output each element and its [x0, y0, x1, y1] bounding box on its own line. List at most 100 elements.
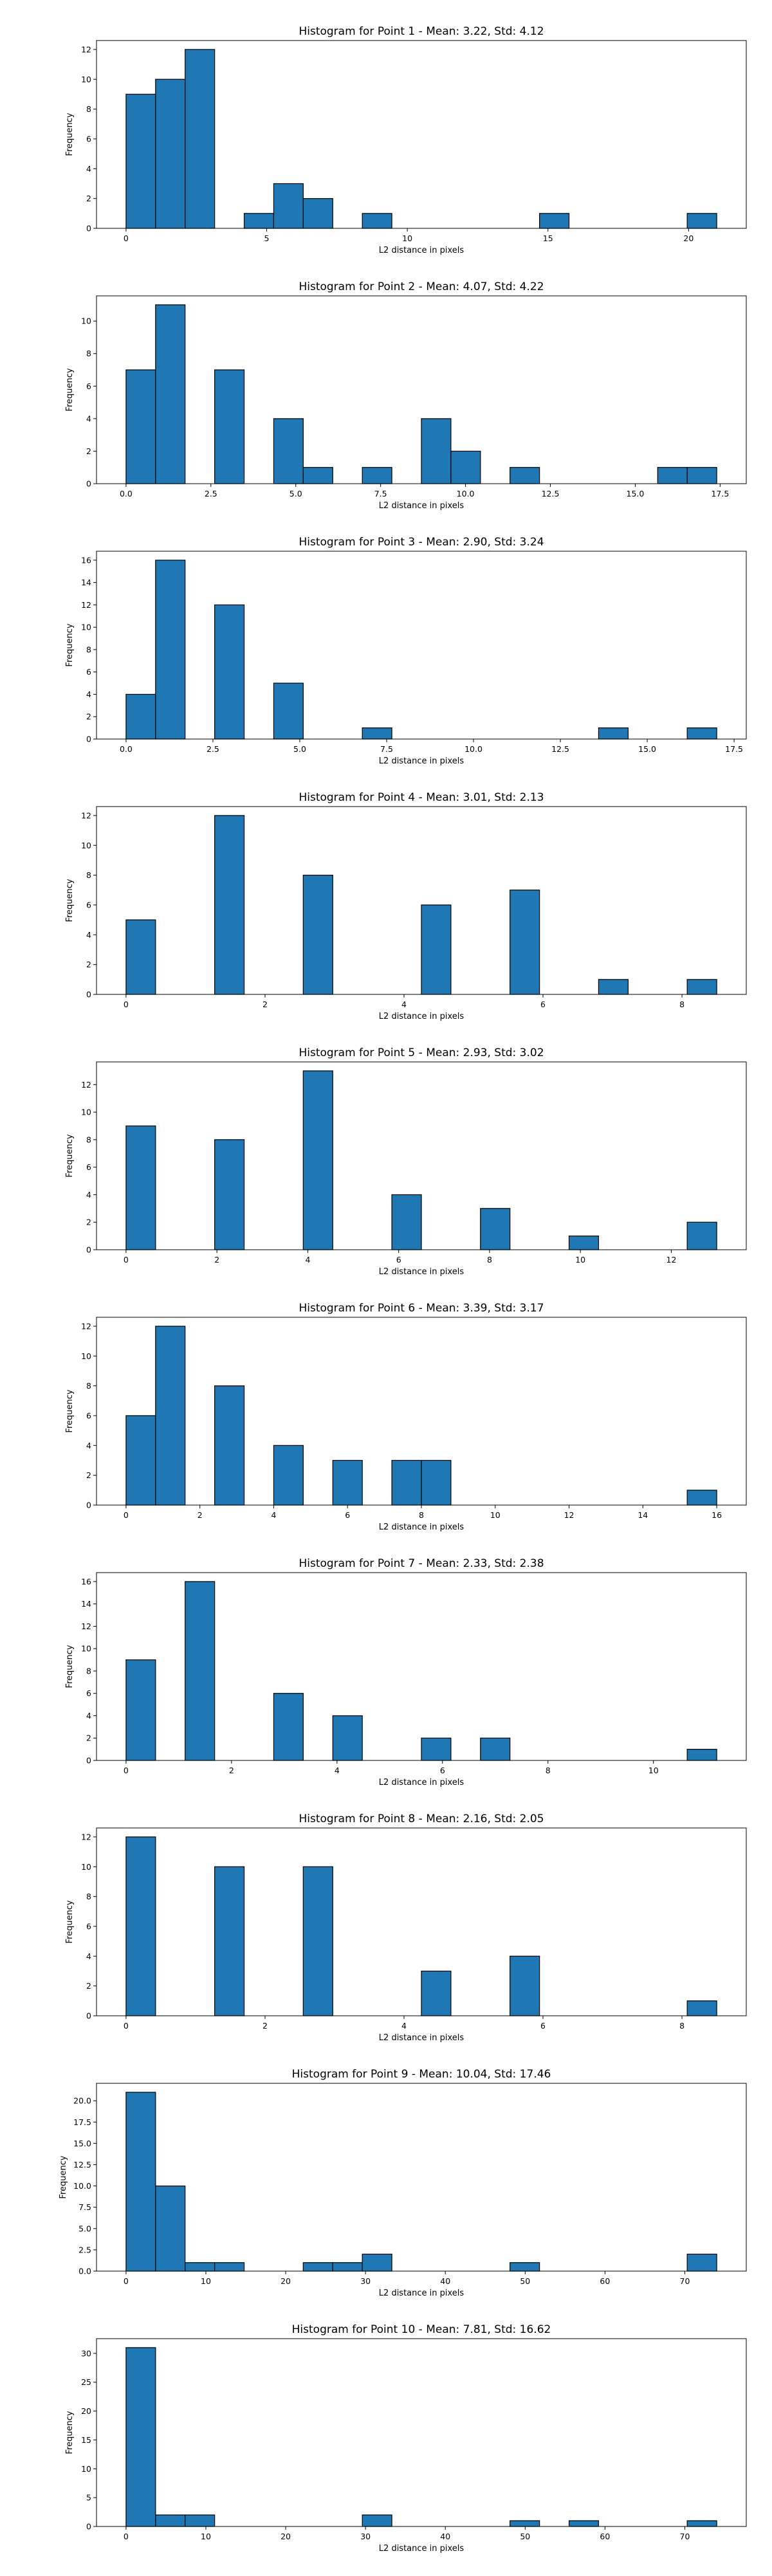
chart-1-xtick-label: 20: [683, 233, 694, 243]
chart-6-bar: [686, 1490, 717, 1506]
chart-9-xtick-label: 40: [440, 2276, 450, 2286]
chart-3-xtick-label: 2.5: [207, 744, 219, 754]
chart-2-ytick-label: 0: [86, 479, 91, 489]
chart-9-ylabel: Frequency: [59, 2155, 68, 2198]
chart-9-xtick-label: 70: [680, 2276, 690, 2286]
chart-8-ytick-label: 10: [81, 1862, 91, 1872]
chart-8-xtick-label: 4: [401, 2021, 407, 2031]
chart-2-bar: [273, 418, 304, 484]
chart-1-bar: [302, 198, 333, 229]
chart-1-xlabel: L2 distance in pixels: [379, 246, 464, 255]
chart-4-bar: [686, 979, 717, 995]
chart-3-bar: [155, 560, 186, 740]
chart-5-ytick-label: 0: [86, 1245, 91, 1255]
chart-10-xlabel: L2 distance in pixels: [379, 2544, 464, 2553]
chart-9-xtick-label: 60: [600, 2276, 610, 2286]
chart-2-xtick-label: 5.0: [290, 489, 302, 498]
chart-1-xtick-label: 10: [402, 233, 412, 243]
chart-9-ytick-label: 5.0: [78, 2224, 91, 2233]
chart-5-xtick-label: 10: [575, 1255, 585, 1265]
chart-5-xtick-label: 0: [124, 1255, 129, 1265]
chart-1: Histogram for Point 1 - Mean: 3.22, Std:…: [65, 25, 747, 255]
chart-5: Histogram for Point 5 - Mean: 2.93, Std:…: [65, 1046, 747, 1277]
chart-9-bar: [155, 2185, 186, 2272]
chart-9-title: Histogram for Point 9 - Mean: 10.04, Std…: [292, 2068, 551, 2081]
chart-8-xtick-label: 2: [262, 2021, 268, 2031]
chart-10-bar: [568, 2520, 600, 2527]
chart-2-xtick-label: 0.0: [120, 489, 133, 498]
chart-1-ytick-label: 6: [86, 134, 91, 143]
chart-1-xtick-label: 15: [543, 233, 553, 243]
chart-7-ytick-label: 2: [86, 1733, 91, 1743]
chart-10-axes-frame: [96, 2338, 747, 2527]
chart-9-ytick-label: 10.0: [73, 2181, 91, 2191]
chart-3-bar: [214, 604, 245, 740]
chart-10-ytick-label: 30: [81, 2348, 91, 2358]
chart-3-bar: [273, 682, 304, 740]
chart-2-xtick-label: 7.5: [374, 489, 387, 498]
chart-8-bar: [421, 1970, 452, 2016]
chart-1-bar: [539, 213, 570, 229]
chart-1-bar: [185, 49, 216, 229]
chart-1-title: Histogram for Point 1 - Mean: 3.22, Std:…: [299, 25, 544, 38]
chart-7-ytick-label: 8: [86, 1666, 91, 1676]
chart-1-ytick-label: 4: [86, 164, 91, 174]
chart-9-ytick-label: 15.0: [73, 2139, 91, 2148]
chart-8-ylabel: Frequency: [65, 1900, 75, 1943]
chart-5-bar: [391, 1194, 422, 1250]
chart-7-ytick-label: 12: [81, 1621, 91, 1631]
chart-6-title: Histogram for Point 6 - Mean: 3.39, Std:…: [299, 1302, 544, 1315]
chart-2-bar: [155, 304, 186, 484]
chart-5-ytick-label: 10: [81, 1108, 91, 1117]
chart-4-bar: [598, 979, 629, 995]
chart-1-ytick-label: 12: [81, 44, 91, 54]
chart-2-xlabel: L2 distance in pixels: [379, 501, 464, 511]
chart-7-bar: [480, 1737, 511, 1761]
chart-6-bar: [273, 1445, 304, 1506]
chart-5-xtick-label: 8: [487, 1255, 492, 1265]
chart-8-bar: [686, 2000, 717, 2016]
chart-10-bar: [125, 2347, 156, 2527]
chart-1-xtick-label: 0: [124, 233, 129, 243]
chart-7-title: Histogram for Point 7 - Mean: 2.33, Std:…: [299, 1557, 544, 1570]
chart-8-bar: [510, 1955, 540, 2016]
chart-8-title: Histogram for Point 8 - Mean: 2.16, Std:…: [299, 1813, 544, 1825]
chart-2-ytick-label: 6: [86, 381, 91, 391]
chart-9-bar: [362, 2253, 392, 2272]
chart-10-ylabel: Frequency: [65, 2411, 75, 2454]
chart-2-bar: [214, 369, 245, 484]
chart-6-xtick-label: 14: [638, 1510, 648, 1520]
chart-10-bar: [362, 2514, 392, 2527]
chart-7-ytick-label: 6: [86, 1688, 91, 1698]
chart-3-bar: [686, 727, 717, 740]
chart-3-xlabel: L2 distance in pixels: [379, 756, 464, 766]
chart-5-axes-frame: [96, 1061, 747, 1250]
chart-9-bar: [125, 2092, 156, 2272]
chart-1-ytick-label: 10: [81, 75, 91, 84]
chart-10-bar: [686, 2520, 717, 2527]
chart-1-bar: [243, 213, 275, 229]
chart-2: Histogram for Point 2 - Mean: 4.07, Std:…: [65, 280, 747, 511]
chart-9-xtick-label: 10: [201, 2276, 211, 2286]
chart-9-xtick-label: 30: [360, 2276, 371, 2286]
chart-9-bar: [686, 2253, 717, 2272]
chart-4-xlabel: L2 distance in pixels: [379, 1012, 464, 1021]
chart-3-ytick-label: 2: [86, 712, 91, 722]
chart-7-ytick-label: 0: [86, 1756, 91, 1766]
chart-9-bar: [185, 2262, 216, 2272]
chart-5-ytick-label: 8: [86, 1135, 91, 1144]
chart-3-ytick-label: 16: [81, 555, 91, 565]
chart-10-bar: [510, 2520, 540, 2527]
chart-8-ytick-label: 8: [86, 1892, 91, 1901]
chart-8-ytick-label: 4: [86, 1951, 91, 1961]
chart-5-bar: [480, 1208, 511, 1250]
chart-6-xtick-label: 8: [419, 1510, 424, 1520]
chart-1-bar: [125, 93, 156, 229]
chart-9-xtick-label: 50: [520, 2276, 530, 2286]
chart-3-ytick-label: 14: [81, 578, 91, 587]
chart-4-xtick-label: 8: [679, 1000, 685, 1009]
chart-3-ytick-label: 12: [81, 600, 91, 610]
chart-4-axes-frame: [96, 806, 747, 995]
